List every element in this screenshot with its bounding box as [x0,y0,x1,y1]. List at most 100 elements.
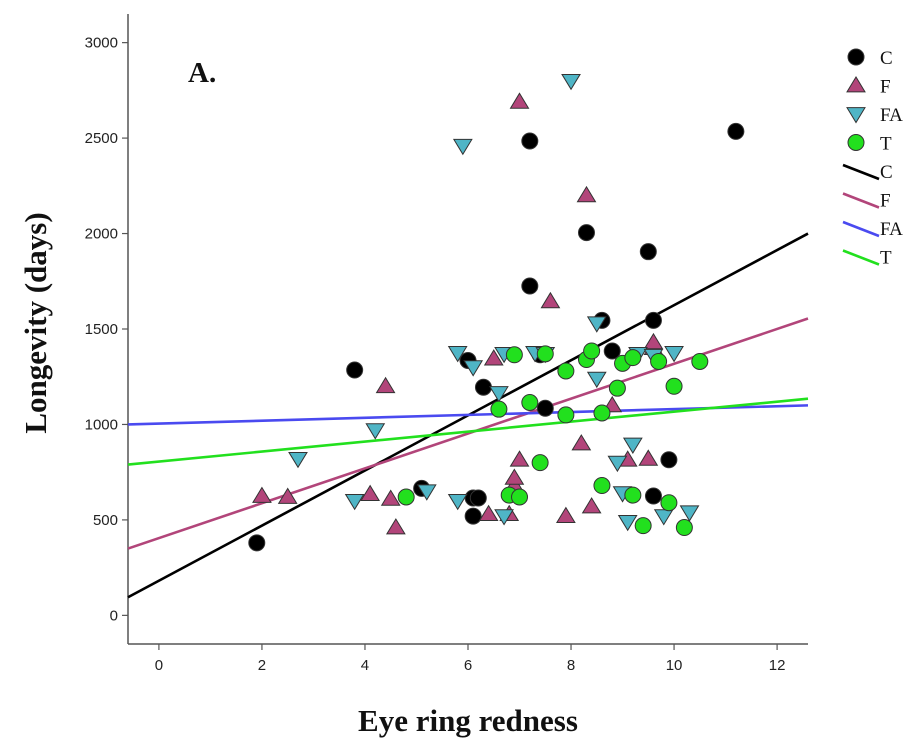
point-f [483,349,504,366]
panel-label: A. [188,57,216,89]
point-t [397,488,415,506]
point-t [557,406,575,424]
y-tick-label: 1500 [85,321,118,338]
fit-line-t [127,397,809,466]
legend-marker-c [847,48,865,66]
point-f [360,484,381,502]
point-fa [452,138,473,156]
point-f [540,291,561,309]
legend-label-c: C [880,48,893,69]
point-t [665,377,683,395]
y-tick-label: 2000 [85,226,118,243]
x-tick-label: 2 [258,657,266,674]
point-c [727,122,745,140]
legend-line-fa [842,220,880,238]
point-t [521,394,539,411]
point-f [638,449,659,466]
y-tick-label: 2500 [85,130,118,147]
point-fa [494,509,514,526]
point-t [505,346,523,364]
y-tick-label: 500 [93,512,118,529]
point-f [576,185,597,203]
x-tick-label: 12 [769,657,786,674]
point-c [644,311,662,329]
point-fa [617,514,638,532]
point-f [571,434,592,451]
point-fa [607,455,628,473]
y-tick-label: 3000 [85,35,118,52]
point-fa [586,371,607,389]
legend-label-fa: FA [880,105,903,126]
point-c [464,507,482,525]
legend-marker-fa [846,107,866,124]
point-fa [365,423,386,440]
point-fa [489,386,509,403]
point-t [490,400,508,418]
point-c [603,342,621,360]
point-fa [561,73,581,91]
point-c [521,132,539,150]
point-c [577,224,595,242]
point-t [608,379,626,397]
point-f [504,468,525,485]
point-f [385,518,406,535]
point-t [531,454,549,472]
point-c [644,487,662,505]
point-t [691,352,709,370]
legend-line-t [842,249,880,266]
point-c [474,378,492,396]
point-t [660,494,678,512]
point-fa [447,493,468,511]
legend-line-c [842,163,880,181]
legend-line-label-c: C [880,162,893,183]
point-t [624,349,642,367]
legend-marker-f [846,76,866,93]
x-tick-label: 0 [155,657,163,674]
point-fa [664,345,684,363]
legend-label-f: F [880,77,891,98]
axes: 0 500 1000 1500 2000 2500 3000 0 2 4 6 8 10 12 [85,14,808,674]
point-fa [416,484,437,501]
point-f [643,332,664,350]
point-fa [679,505,700,522]
point-t [675,519,693,537]
legend-label-t: T [880,134,892,155]
point-f [509,92,530,109]
point-t [583,342,601,360]
point-fa [463,360,484,377]
point-f [555,506,576,523]
point-f [581,497,602,514]
data-points [248,73,745,552]
point-t [634,517,652,535]
point-f [375,376,396,394]
x-tick-label: 4 [361,657,369,674]
x-axis-title: Eye ring redness [358,703,578,738]
point-c [536,399,554,417]
x-tick-label: 8 [567,657,575,674]
y-tick-label: 0 [110,607,118,624]
point-fa [653,509,674,526]
point-f [277,487,298,504]
point-f [380,489,401,506]
legend-line-f [842,192,880,209]
point-c [248,534,266,552]
point-t [593,477,611,495]
point-c [660,451,678,469]
x-tick-label: 10 [666,657,683,674]
x-tick-label: 6 [464,657,472,674]
point-fa [288,451,308,469]
legend-line-label-f: F [880,191,891,212]
point-c [639,243,657,261]
point-c [469,489,487,507]
point-fa [586,316,607,333]
y-tick-label: 1000 [85,416,118,433]
legend-marker-t [847,134,865,151]
point-fa [622,437,643,454]
y-axis-title: Longevity (days) [18,212,53,433]
legend-line-label-t: T [880,248,892,269]
point-t [593,404,611,422]
point-fa [344,493,365,511]
point-t [557,362,575,380]
